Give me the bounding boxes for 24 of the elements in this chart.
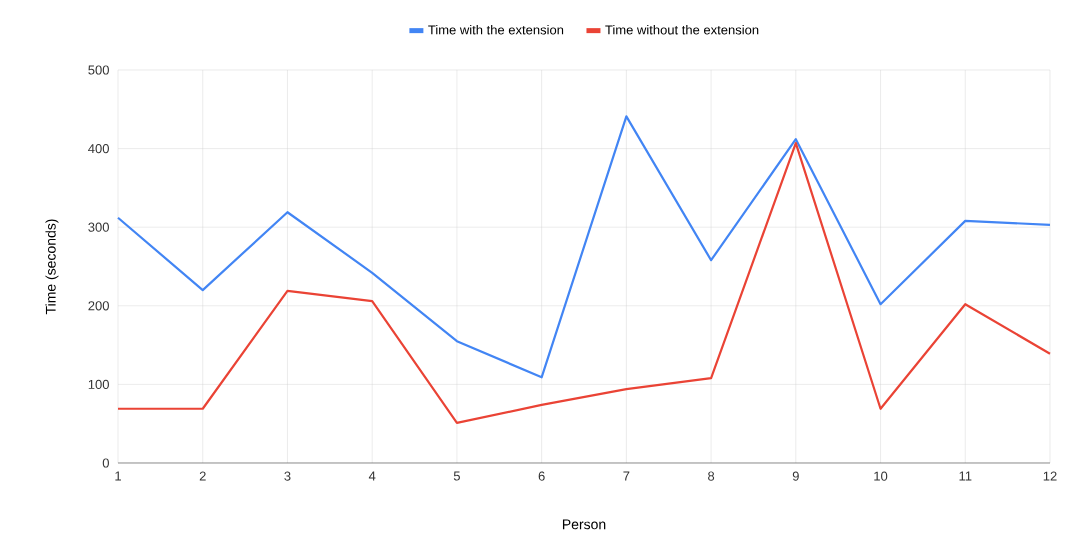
line-series [116, 115, 1052, 379]
x-tick-label: 9 [792, 471, 799, 481]
x-tick-label: 5 [453, 471, 460, 481]
x-tick-label: 6 [538, 471, 545, 481]
x-tick-label: 10 [874, 471, 888, 481]
y-tick-label: 200 [88, 301, 109, 311]
legend-label: Time without the extension [605, 24, 759, 35]
x-tick-label: 11 [959, 471, 972, 481]
x-tick-label: 3 [284, 471, 291, 481]
y-tick-label: 400 [88, 143, 109, 154]
x-tick-label: 4 [368, 471, 376, 481]
x-tick-label: 8 [708, 471, 715, 481]
y-axis-title: Time (seconds) [45, 219, 59, 315]
x-axis-title: Person [562, 519, 606, 530]
y-tick-label: 300 [88, 222, 109, 232]
x-tick-label: 1 [115, 471, 121, 481]
legend-label: Time with the extension [428, 24, 564, 35]
x-tick-label: 12 [1043, 471, 1057, 481]
y-tick-label: 0 [102, 458, 109, 468]
x-tick-label: 2 [199, 471, 206, 481]
y-tick-label: 500 [88, 65, 109, 75]
x-tick-label: 7 [623, 471, 630, 481]
y-tick-label: 100 [88, 379, 109, 389]
line-series [116, 141, 1052, 424]
